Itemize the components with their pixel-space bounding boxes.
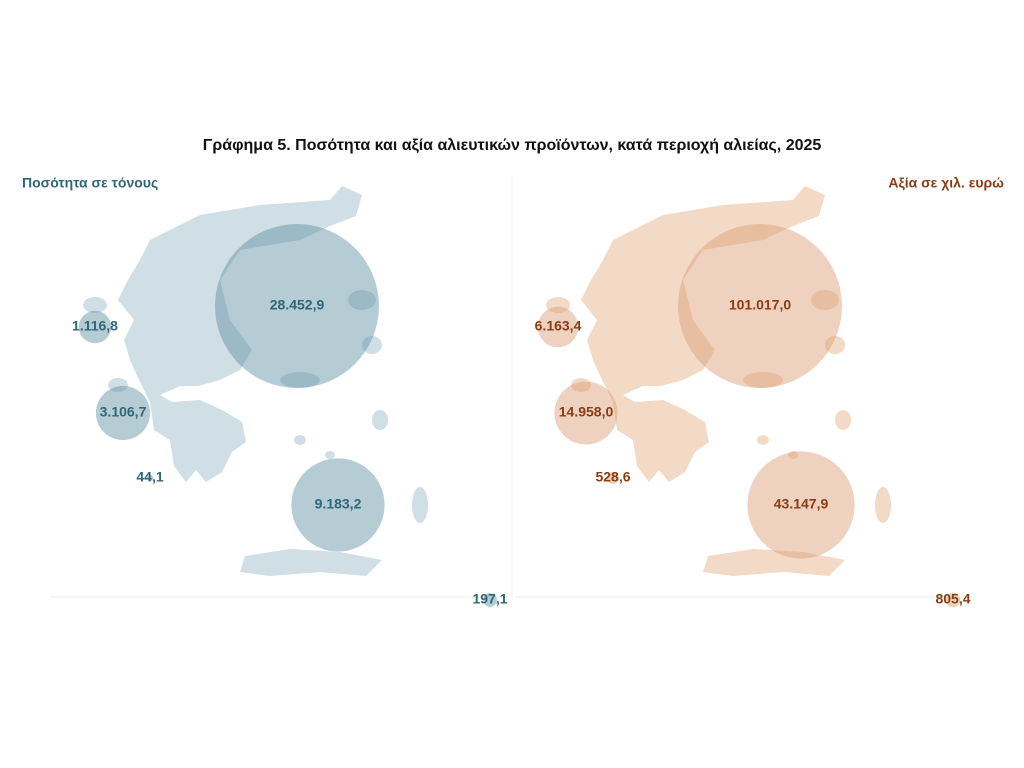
bubble <box>537 306 579 348</box>
bubble <box>554 381 618 445</box>
value-label: 528,6 <box>595 469 630 485</box>
bubble <box>747 451 855 559</box>
bubble <box>483 593 497 607</box>
bubble <box>607 472 619 484</box>
value-label: 43.147,9 <box>774 496 829 512</box>
bubble <box>215 224 379 388</box>
value-label: 28.452,9 <box>270 297 325 313</box>
bubble <box>78 310 112 344</box>
value-label: 44,1 <box>136 469 163 485</box>
value-label: 3.106,7 <box>100 404 147 420</box>
bubble <box>95 385 151 441</box>
value-label: 9.183,2 <box>315 496 362 512</box>
value-label: 197,1 <box>472 591 507 607</box>
panel-subtitle: Ποσότητα σε τόνους <box>22 175 158 191</box>
chart-title: Γράφημα 5. Ποσότητα και αξία αλιευτικών … <box>203 137 822 154</box>
value-label: 1.116,8 <box>72 318 118 334</box>
panel-subtitle: Αξία σε χιλ. ευρώ <box>888 175 1004 191</box>
bubble <box>945 592 961 608</box>
value-label: 101.017,0 <box>729 297 791 313</box>
value-label: 805,4 <box>935 591 970 607</box>
bubble <box>678 224 842 388</box>
bubble <box>146 474 154 482</box>
bubble <box>291 458 385 552</box>
value-label: 14.958,0 <box>559 404 614 420</box>
value-label: 6.163,4 <box>535 318 582 334</box>
